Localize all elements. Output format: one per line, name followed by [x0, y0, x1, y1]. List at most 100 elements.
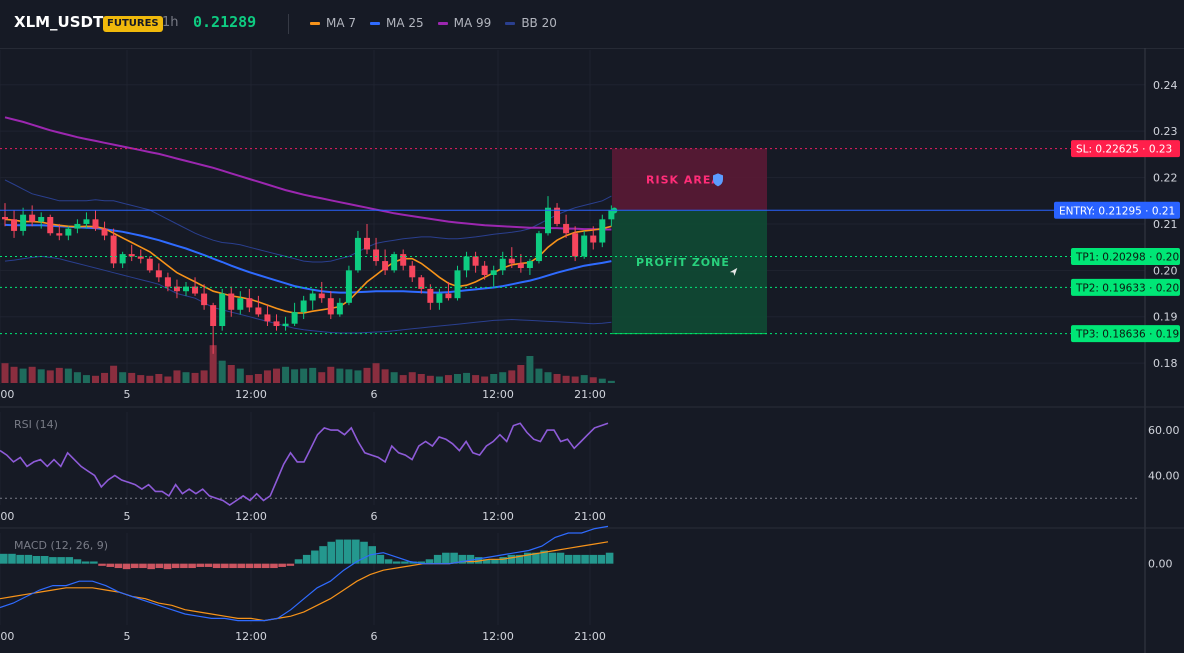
volume-bar — [526, 356, 534, 383]
candle-body — [336, 302, 343, 315]
candle-body — [545, 207, 551, 234]
volume-bar — [164, 376, 172, 383]
volume-bar — [327, 366, 335, 383]
macd-histogram-bar — [597, 554, 606, 564]
macd-histogram-bar — [311, 550, 319, 564]
volume-bar — [101, 372, 109, 383]
candle-body — [56, 233, 63, 236]
price-tick-label: 0.22 — [1153, 172, 1178, 185]
symbol-title[interactable]: XLM_USDT — [14, 13, 104, 31]
time-tick-label: 21:00 — [574, 510, 606, 523]
volume-bar — [490, 374, 498, 383]
volume-bar — [454, 374, 461, 383]
bb-lower-line — [4, 255, 612, 334]
volume-bar — [300, 368, 308, 383]
macd-signal-line — [0, 541, 609, 622]
volume-bar — [336, 368, 344, 383]
level-tag — [1054, 201, 1180, 219]
legend-item[interactable]: BB 20 — [505, 16, 557, 30]
bollinger-bands — [4, 179, 612, 334]
candle-body — [273, 321, 280, 327]
timeframe-selector[interactable]: 1h — [162, 15, 179, 30]
time-tick-label: 6 — [371, 630, 378, 643]
level-axis-value: 0.19 — [1156, 329, 1179, 341]
macd-histogram-bar — [507, 554, 516, 564]
macd-histogram-bar — [147, 563, 155, 570]
candle-body — [490, 270, 497, 275]
volume-bar — [254, 374, 262, 383]
candle-body — [173, 286, 180, 292]
price-tick-label: 0.24 — [1153, 79, 1178, 92]
volume-bar — [55, 367, 63, 383]
time-tick-label: 5 — [124, 388, 131, 401]
time-tick-label: 12:00 — [235, 388, 267, 401]
candle-body — [572, 233, 579, 257]
candle-body — [228, 293, 235, 310]
level-separator: · — [1139, 144, 1149, 156]
candle-body — [436, 293, 443, 303]
macd-histogram-bar — [392, 561, 401, 564]
macd-histogram-bar — [0, 553, 8, 564]
candle-body — [608, 210, 615, 220]
macd-histogram-bar — [573, 554, 581, 564]
volume-bar — [82, 375, 90, 383]
level-tag-label: TP1: 0.20298 · 0.20 — [1075, 252, 1179, 264]
macd-panel: MACD (12, 26, 9) 0.00 — [0, 525, 1173, 622]
legend-swatch — [505, 21, 516, 25]
macd-histogram-bar — [556, 552, 565, 564]
macd-histogram-bar — [270, 563, 278, 569]
macd-histogram-bar — [319, 546, 327, 564]
macd-histogram-bar — [139, 563, 147, 569]
volume-bar — [64, 368, 72, 383]
legend-item[interactable]: MA 7 — [310, 16, 356, 30]
trade-zones: RISK AREA PROFIT ZONE — [612, 148, 767, 335]
rsi-label: RSI (14) — [14, 418, 58, 431]
macd-histogram-bar — [65, 557, 74, 564]
macd-histogram-bar — [188, 563, 196, 569]
price-tick-label: 0.19 — [1153, 311, 1178, 324]
macd-histogram-bar — [73, 559, 82, 564]
volume-bar — [46, 370, 54, 383]
macd-histogram-bar — [237, 563, 245, 569]
macd-histogram-bar — [221, 563, 229, 569]
price-tick-label: 0.18 — [1153, 357, 1178, 370]
legend-swatch — [310, 21, 320, 25]
volume-bar — [607, 380, 615, 383]
legend-item[interactable]: MA 25 — [370, 16, 424, 30]
candle-body — [291, 312, 298, 324]
last-price: 0.21289 — [193, 13, 257, 31]
rocket-icon — [729, 267, 738, 276]
candle-body — [246, 298, 253, 308]
volume-bar — [182, 372, 190, 383]
volume-bar — [92, 375, 99, 383]
macd-histogram-bar — [229, 563, 237, 569]
price-tick-label: 0.21 — [1153, 218, 1178, 231]
macd-histogram-bar — [253, 563, 262, 569]
level-separator: · — [1146, 282, 1156, 294]
volume-bar — [19, 368, 27, 383]
candle-body — [535, 233, 542, 262]
macd-histogram-bar — [540, 550, 548, 564]
candle-body — [400, 254, 407, 266]
candle-body — [210, 305, 217, 327]
candle-body — [20, 214, 27, 231]
macd-histogram-bar — [360, 541, 368, 564]
candle-body — [481, 265, 488, 275]
candle-body — [554, 207, 561, 224]
candle-body — [472, 256, 479, 266]
legend-item[interactable]: MA 99 — [437, 16, 492, 30]
macd-histogram-bar — [483, 559, 491, 564]
volume-bar — [562, 375, 570, 383]
volume-bar — [128, 372, 136, 383]
macd-histogram-bar — [16, 554, 24, 564]
candle-body — [318, 293, 325, 299]
candle-body — [92, 219, 99, 229]
chart-header: XLM_USDT FUTURES 1h 0.21289 MA 7 MA 25 MA … — [0, 0, 1184, 49]
futures-badge: FUTURES — [103, 16, 163, 32]
level-tag-label: TP2: 0.19633 · 0.20 — [1075, 282, 1179, 294]
volume-bar — [1, 363, 9, 383]
legend-label: MA 99 — [453, 16, 492, 30]
macd-histogram-bar — [433, 554, 442, 564]
macd-histogram-bar — [81, 561, 90, 564]
